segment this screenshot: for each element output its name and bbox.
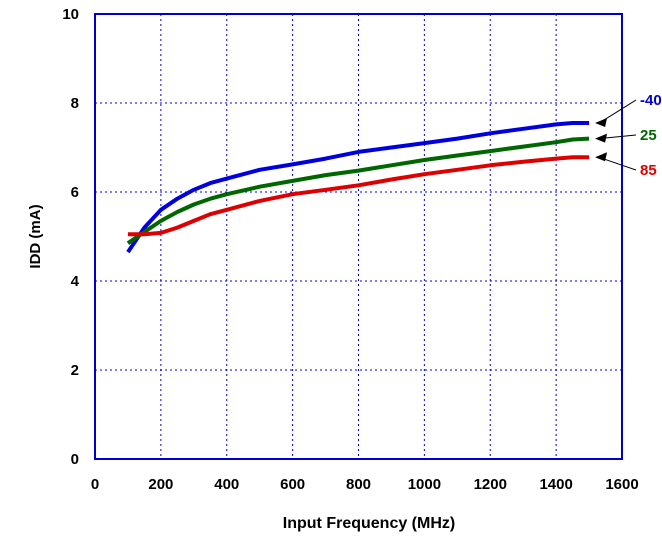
y-tick-label: 8 — [71, 95, 79, 112]
series-label: 85 — [640, 162, 657, 179]
arrowhead — [595, 133, 608, 143]
y-tick-labels: 0 2 4 6 8 10 — [62, 6, 79, 468]
y-axis-label: IDD (mA) — [27, 204, 44, 268]
x-tick-label: 1000 — [408, 476, 441, 493]
series-lines — [126, 121, 590, 254]
y-tick-label: 0 — [71, 451, 79, 468]
x-tick-label: 1400 — [539, 476, 572, 493]
y-tick-label: 2 — [71, 362, 79, 379]
arrowhead — [595, 118, 608, 128]
grid — [95, 14, 622, 459]
x-tick-label: 1600 — [605, 476, 638, 493]
x-tick-labels: 0 200 400 600 800 1000 1200 1400 1600 — [91, 476, 639, 493]
series-labels: -40 25 85 — [595, 92, 662, 179]
series-label: -40 — [640, 92, 662, 109]
y-tick-label: 10 — [62, 6, 79, 23]
series-line-1 — [126, 121, 590, 254]
x-tick-label: 0 — [91, 476, 99, 493]
y-tick-label: 4 — [71, 273, 80, 290]
arrowhead — [595, 152, 608, 162]
y-tick-label: 6 — [71, 184, 79, 201]
series-line-3 — [127, 155, 590, 237]
x-tick-label: 400 — [214, 476, 239, 493]
plot-frame — [94, 13, 623, 460]
x-tick-label: 800 — [346, 476, 371, 493]
x-tick-label: 200 — [148, 476, 173, 493]
x-tick-label: 600 — [280, 476, 305, 493]
series-line-2 — [126, 136, 590, 245]
x-tick-label: 1200 — [474, 476, 507, 493]
series-label: 25 — [640, 127, 657, 144]
x-axis-label: Input Frequency (MHz) — [283, 515, 455, 532]
